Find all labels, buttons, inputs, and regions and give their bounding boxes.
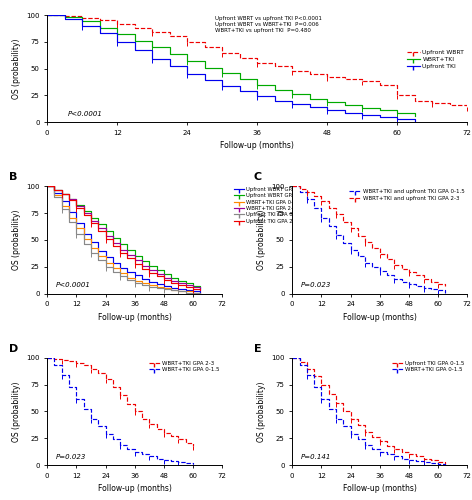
X-axis label: Follow-up (months): Follow-up (months): [98, 484, 172, 493]
Y-axis label: OS (probability): OS (probability): [11, 381, 20, 442]
Y-axis label: OS (probability): OS (probability): [257, 381, 266, 442]
Text: P<0.0001: P<0.0001: [56, 282, 91, 288]
Text: E: E: [254, 344, 261, 353]
X-axis label: Follow-up (months): Follow-up (months): [98, 313, 172, 322]
Legend: Upfront WBRT, WBRT+TKI, Upfront TKI: Upfront WBRT, WBRT+TKI, Upfront TKI: [407, 50, 464, 70]
Legend: Upfront WBRT GPA 0-1.5, Upfront WBRT GPA 2-3, WBRT+TKI GPA 0-1.5, WBRT+TKI GPA 2: Upfront WBRT GPA 0-1.5, Upfront WBRT GPA…: [234, 187, 311, 224]
Legend: Upfront TKI GPA 0-1.5, WBRT+TKI GPA 0-1.5: Upfront TKI GPA 0-1.5, WBRT+TKI GPA 0-1.…: [392, 360, 464, 372]
Y-axis label: OS (probability): OS (probability): [11, 210, 20, 270]
Legend: WBRT+TKI and upfront TKI GPA 0-1.5, WBRT+TKI and upfront TKI GPA 2-3: WBRT+TKI and upfront TKI GPA 0-1.5, WBRT…: [349, 189, 464, 201]
Text: P<0.0001: P<0.0001: [68, 110, 103, 116]
X-axis label: Follow-up (months): Follow-up (months): [343, 484, 417, 493]
Text: B: B: [8, 172, 17, 182]
Text: C: C: [254, 172, 262, 182]
Legend: WBRT+TKI GPA 2-3, WBRT+TKI GPA 0-1.5: WBRT+TKI GPA 2-3, WBRT+TKI GPA 0-1.5: [149, 360, 219, 372]
Text: Upfront WBRT vs upfront TKI P<0.0001
Upfront WBRT vs WBRT+TKI  P=0.006
WBRT+TKI : Upfront WBRT vs upfront TKI P<0.0001 Upf…: [215, 16, 322, 32]
Y-axis label: OS (probability): OS (probability): [11, 38, 20, 99]
X-axis label: Follow-up (months): Follow-up (months): [343, 313, 417, 322]
Text: P=0.023: P=0.023: [301, 282, 331, 288]
Text: P=0.023: P=0.023: [56, 454, 86, 460]
Y-axis label: OS (probability): OS (probability): [257, 210, 266, 270]
Text: D: D: [8, 344, 18, 353]
Text: P=0.141: P=0.141: [301, 454, 331, 460]
X-axis label: Follow-up (months): Follow-up (months): [220, 142, 294, 150]
